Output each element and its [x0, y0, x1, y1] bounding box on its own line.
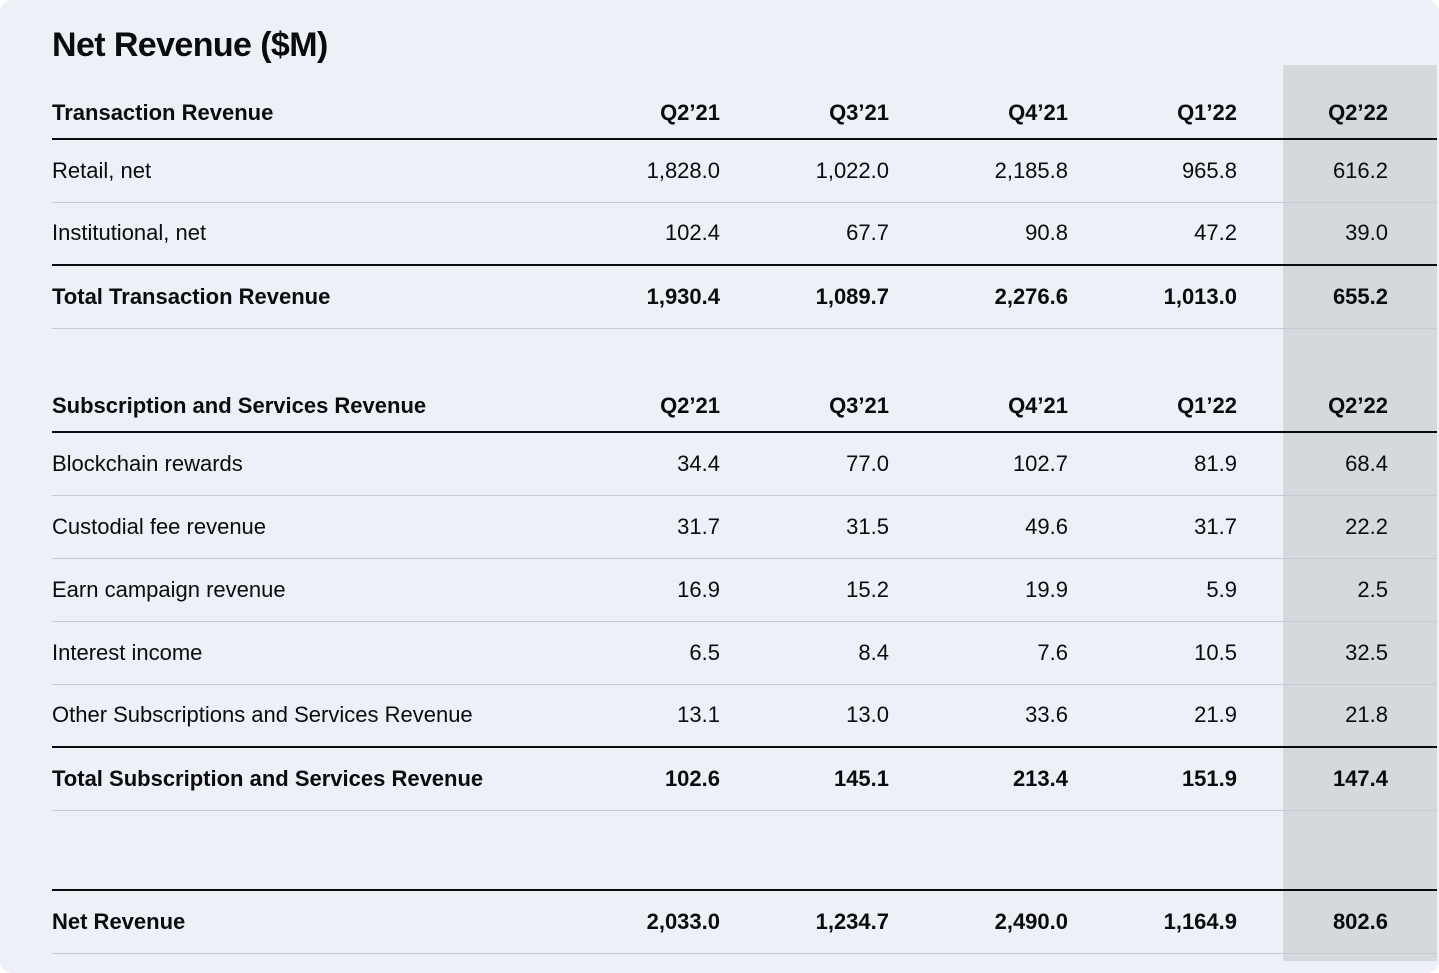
cell-value: 655.2 [1332, 283, 1388, 309]
cell-value: 33.6 [1025, 702, 1068, 728]
cell-value: 7.6 [1037, 639, 1068, 665]
cell-value: 102.7 [1012, 450, 1068, 476]
section-header-row: Transaction Revenue Q2’21 Q3’21 Q4’21 Q1’22 Q… [52, 88, 1437, 140]
cell-value: 8.4 [858, 639, 889, 665]
slide-content: Net Revenue ($M) Transaction Revenue Q2’2… [52, 0, 1437, 954]
cell-value: 1,013.0 [1163, 283, 1237, 309]
cell-value: 145.1 [833, 765, 889, 791]
cell-value: 21.8 [1345, 702, 1388, 728]
cell-value: 151.9 [1181, 765, 1237, 791]
table-row: Custodial fee revenue 31.7 31.5 49.6 31.7 22.… [52, 496, 1437, 559]
table-row: Retail, net 1,828.0 1,022.0 2,185.8 965.8 616… [52, 140, 1437, 203]
cell-value: 81.9 [1194, 450, 1237, 476]
row-label: Institutional, net [52, 220, 207, 246]
cell-value: Q3’21 [829, 392, 889, 418]
cell-value: Q2’21 [660, 99, 720, 125]
page-title: Net Revenue ($M) [52, 26, 328, 64]
section-header-label: Subscription and Services Revenue [52, 392, 427, 418]
cell-value: 1,234.7 [815, 908, 889, 934]
cell-value: 31.7 [677, 513, 720, 539]
cell-value: 1,164.9 [1163, 908, 1237, 934]
cell-value: 147.4 [1332, 765, 1388, 791]
cell-value: 102.4 [664, 220, 720, 246]
cell-value: 67.7 [846, 220, 889, 246]
table-row: Institutional, net 102.4 67.7 90.8 47.2 39.0 [52, 203, 1437, 266]
cell-value: Q2’22 [1328, 99, 1388, 125]
cell-value: Q4’21 [1008, 99, 1068, 125]
cell-value: 32.5 [1345, 639, 1388, 665]
cell-value: 616.2 [1332, 157, 1388, 183]
cell-value: 1,828.0 [646, 157, 720, 183]
cell-value: 13.0 [846, 702, 889, 728]
cell-value: 31.7 [1194, 513, 1237, 539]
row-label: Other Subscriptions and Services Revenue [52, 702, 473, 728]
cell-value: 6.5 [689, 639, 720, 665]
table-row: Earn campaign revenue 16.9 15.2 19.9 5.9 2.5 [52, 559, 1437, 622]
cell-value: 2.5 [1357, 576, 1388, 602]
cell-value: 102.6 [664, 765, 720, 791]
cell-value: 13.1 [677, 702, 720, 728]
current-quarter-highlight-band [1283, 65, 1437, 961]
cell-value: 1,089.7 [815, 283, 889, 309]
table-row: Interest income 6.5 8.4 7.6 10.5 32.5 [52, 622, 1437, 685]
cell-value: 15.2 [846, 576, 889, 602]
cell-value: 802.6 [1332, 908, 1388, 934]
cell-value: 77.0 [846, 450, 889, 476]
cell-value: 47.2 [1194, 220, 1237, 246]
row-label: Blockchain rewards [52, 450, 243, 476]
cell-value: 90.8 [1025, 220, 1068, 246]
cell-value: Q2’21 [660, 392, 720, 418]
row-label: Retail, net [52, 157, 152, 183]
cell-value: Q4’21 [1008, 392, 1068, 418]
cell-value: 31.5 [846, 513, 889, 539]
revenue-table: Transaction Revenue Q2’21 Q3’21 Q4’21 Q1’22 Q… [52, 88, 1437, 954]
cell-value: 1,022.0 [815, 157, 889, 183]
cell-value: Q1’22 [1177, 392, 1237, 418]
section-total-row: Total Transaction Revenue 1,930.4 1,089.7 2… [52, 266, 1437, 329]
cell-value: Q1’22 [1177, 99, 1237, 125]
section-spacer [52, 811, 1437, 889]
section-spacer [52, 329, 1437, 381]
total-label: Total Transaction Revenue [52, 283, 331, 309]
cell-value: 49.6 [1025, 513, 1068, 539]
cell-value: 16.9 [677, 576, 720, 602]
row-label: Custodial fee revenue [52, 513, 267, 539]
cell-value: 965.8 [1181, 157, 1237, 183]
cell-value: 5.9 [1206, 576, 1237, 602]
section-header-row: Subscription and Services Revenue Q2’21 Q3… [52, 381, 1437, 433]
section-total-row: Total Subscription and Services Revenue 1… [52, 748, 1437, 811]
cell-value: 2,185.8 [994, 157, 1068, 183]
net-revenue-row: Net Revenue 2,033.0 1,234.7 2,490.0 1,164.9 8… [52, 889, 1437, 954]
cell-value: 21.9 [1194, 702, 1237, 728]
cell-value: Q3’21 [829, 99, 889, 125]
cell-value: 2,490.0 [994, 908, 1068, 934]
cell-value: 10.5 [1194, 639, 1237, 665]
cell-value: Q2’22 [1328, 392, 1388, 418]
cell-value: 1,930.4 [646, 283, 720, 309]
cell-value: 22.2 [1345, 513, 1388, 539]
section-header-label: Transaction Revenue [52, 99, 274, 125]
cell-value: 19.9 [1025, 576, 1068, 602]
cell-value: 2,033.0 [646, 908, 720, 934]
cell-value: 213.4 [1012, 765, 1068, 791]
cell-value: 39.0 [1345, 220, 1388, 246]
row-label: Earn campaign revenue [52, 576, 286, 602]
net-revenue-label: Net Revenue [52, 908, 186, 934]
row-label: Interest income [52, 639, 203, 665]
cell-value: 2,276.6 [994, 283, 1068, 309]
cell-value: 34.4 [677, 450, 720, 476]
table-row: Other Subscriptions and Services Revenue… [52, 685, 1437, 748]
cell-value: 68.4 [1345, 450, 1388, 476]
total-label: Total Subscription and Services Revenue [52, 765, 484, 791]
table-row: Blockchain rewards 34.4 77.0 102.7 81.9 68.4 [52, 433, 1437, 496]
